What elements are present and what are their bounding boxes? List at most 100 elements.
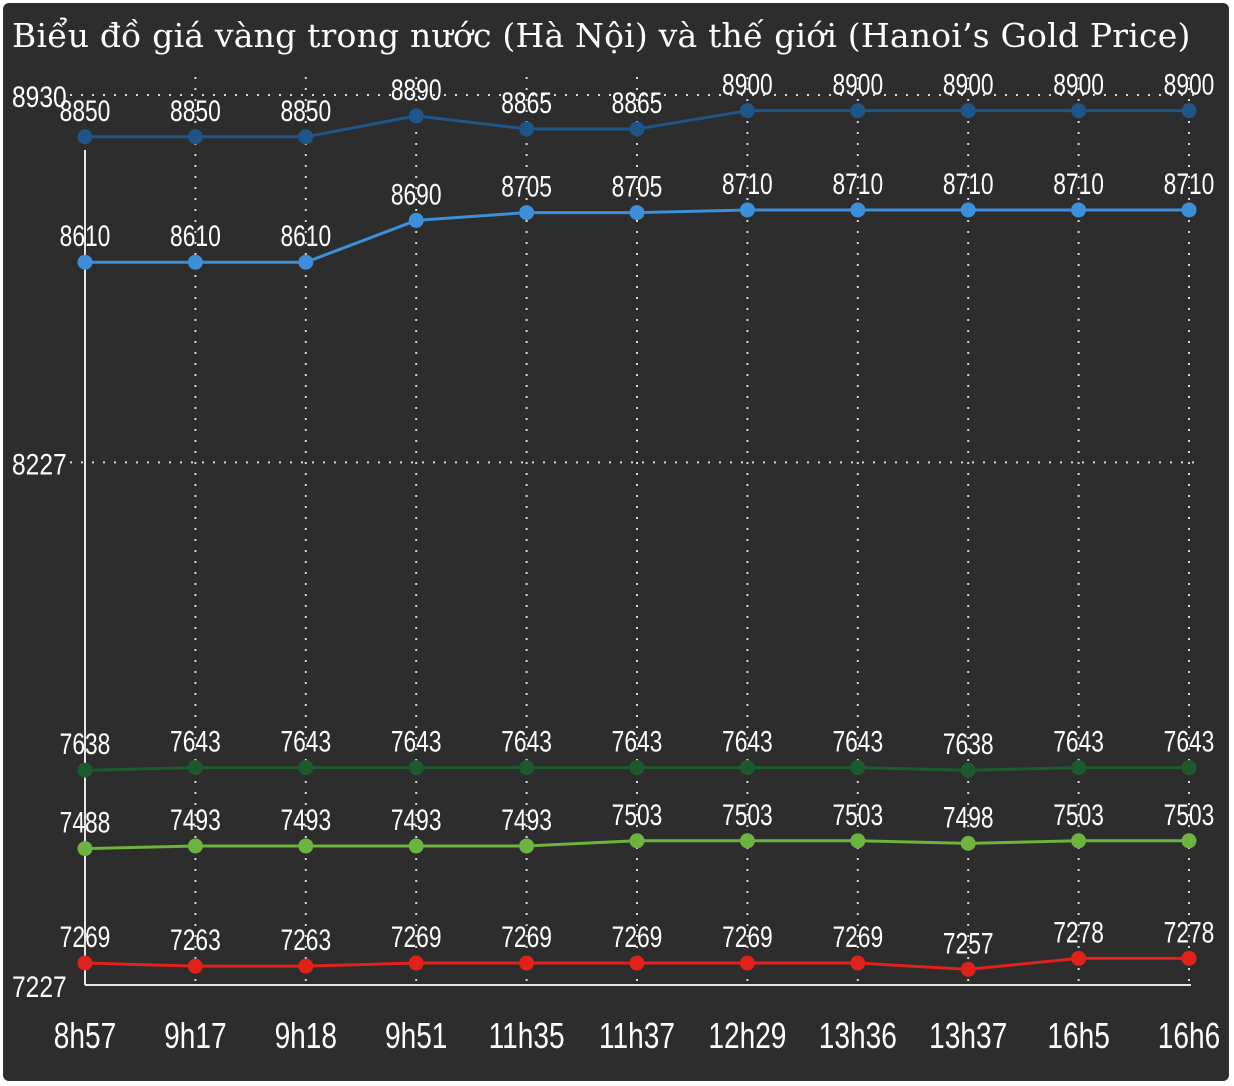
chart-panel xyxy=(3,3,1229,1081)
data-point xyxy=(187,958,203,974)
x-tick-label: 13h37 xyxy=(929,1016,1007,1056)
data-point xyxy=(519,760,535,776)
data-point xyxy=(519,838,535,854)
data-labels: 8850 8850 8850 8890 8865 8865 8900 8900 8900 8900… xyxy=(60,68,1215,960)
data-point xyxy=(960,202,976,218)
data-label: 8610 xyxy=(170,219,221,253)
data-point xyxy=(1071,760,1087,776)
data-label: 8850 xyxy=(280,94,331,128)
data-label: 7269 xyxy=(612,920,663,954)
data-label: 7643 xyxy=(1164,725,1215,759)
data-label: 7269 xyxy=(832,920,883,954)
data-label: 7269 xyxy=(722,920,773,954)
data-point xyxy=(1181,202,1197,218)
series-group xyxy=(77,103,1197,977)
data-point xyxy=(408,108,424,124)
data-point xyxy=(519,121,535,137)
data-point xyxy=(1071,950,1087,966)
data-label: 8710 xyxy=(832,167,883,201)
data-point xyxy=(850,833,866,849)
data-point xyxy=(408,760,424,776)
data-point xyxy=(850,202,866,218)
data-point xyxy=(629,760,645,776)
data-label: 8900 xyxy=(943,68,994,102)
data-label: 7643 xyxy=(391,725,442,759)
data-label: 8890 xyxy=(391,73,442,107)
data-point xyxy=(1181,760,1197,776)
data-point xyxy=(629,121,645,137)
data-label: 7263 xyxy=(280,923,331,957)
data-point xyxy=(408,212,424,228)
data-label: 8865 xyxy=(612,86,663,120)
data-label: 8900 xyxy=(1053,68,1104,102)
data-point xyxy=(187,129,203,145)
data-label: 8705 xyxy=(501,170,552,204)
data-label: 7503 xyxy=(612,798,663,832)
data-point xyxy=(1071,833,1087,849)
data-label: 7269 xyxy=(501,920,552,954)
data-point xyxy=(77,762,93,778)
data-point xyxy=(739,955,755,971)
data-label: 7503 xyxy=(1164,798,1215,832)
data-label: 7493 xyxy=(501,803,552,837)
x-tick-label: 16h5 xyxy=(1047,1016,1109,1056)
grid xyxy=(70,77,1195,985)
data-label: 8900 xyxy=(1164,68,1215,102)
data-label: 7503 xyxy=(722,798,773,832)
data-label: 8900 xyxy=(832,68,883,102)
data-point xyxy=(519,205,535,221)
data-point xyxy=(739,103,755,119)
data-label: 7638 xyxy=(943,727,994,761)
data-point xyxy=(629,833,645,849)
data-point xyxy=(960,835,976,851)
data-label: 7493 xyxy=(280,803,331,837)
x-tick-label: 8h57 xyxy=(54,1016,116,1056)
data-point xyxy=(298,254,314,270)
data-label: 7493 xyxy=(391,803,442,837)
data-label: 7278 xyxy=(1053,915,1104,949)
y-tick-label: 8227 xyxy=(12,447,67,481)
data-point xyxy=(1181,833,1197,849)
x-tick-label: 13h36 xyxy=(819,1016,897,1056)
x-tick-label: 9h18 xyxy=(275,1016,337,1056)
data-point xyxy=(1071,202,1087,218)
data-label: 7643 xyxy=(832,725,883,759)
data-label: 7643 xyxy=(1053,725,1104,759)
data-point xyxy=(850,955,866,971)
x-tick-label: 12h29 xyxy=(708,1016,786,1056)
x-tick-label: 11h35 xyxy=(489,1016,565,1056)
data-point xyxy=(77,254,93,270)
data-label: 8690 xyxy=(391,177,442,211)
data-point xyxy=(519,955,535,971)
data-label: 7263 xyxy=(170,923,221,957)
data-point xyxy=(77,129,93,145)
data-point xyxy=(739,760,755,776)
x-tick-label: 11h37 xyxy=(599,1016,675,1056)
data-label: 7638 xyxy=(60,727,111,761)
data-point xyxy=(1071,103,1087,119)
axes: 7227 8227 8930 8h57 9h17 9h18 9h51 11h35 11h37 12… xyxy=(12,80,1220,1056)
data-label: 7643 xyxy=(722,725,773,759)
data-point xyxy=(629,205,645,221)
data-label: 7269 xyxy=(391,920,442,954)
data-point xyxy=(1181,103,1197,119)
data-label: 7488 xyxy=(60,806,111,840)
data-point xyxy=(408,955,424,971)
data-point xyxy=(850,103,866,119)
data-label: 7503 xyxy=(832,798,883,832)
data-label: 8705 xyxy=(612,170,663,204)
data-label: 7278 xyxy=(1164,915,1215,949)
data-point xyxy=(187,254,203,270)
data-label: 8865 xyxy=(501,86,552,120)
data-point xyxy=(298,958,314,974)
data-label: 7643 xyxy=(612,725,663,759)
data-label: 7498 xyxy=(943,800,994,834)
data-label: 7269 xyxy=(60,920,111,954)
data-label: 7503 xyxy=(1053,798,1104,832)
data-label: 8710 xyxy=(943,167,994,201)
data-point xyxy=(408,838,424,854)
data-label: 8850 xyxy=(60,94,111,128)
x-tick-label: 9h17 xyxy=(164,1016,226,1056)
